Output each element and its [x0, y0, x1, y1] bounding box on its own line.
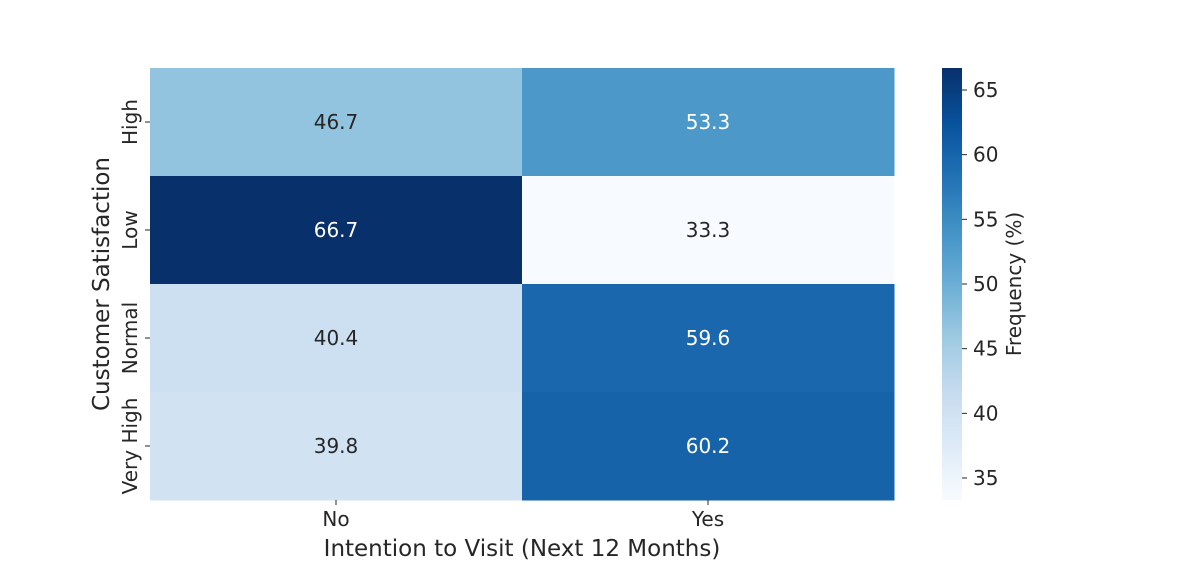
heatmap-cell-low-yes	[522, 176, 895, 285]
cell-value-label: 59.6	[686, 326, 731, 350]
cell-value-label: 40.4	[314, 326, 359, 350]
cell-value-label: 33.3	[686, 218, 731, 242]
colorbar-tick-label: 55	[973, 207, 998, 231]
cell-value-label: 46.7	[314, 110, 359, 134]
heatmap-cell-normal-yes	[522, 284, 895, 393]
cell-value-label: 66.7	[314, 218, 359, 242]
x-axis-ticks: No Yes	[322, 500, 724, 531]
heatmap-cell-very-high-no	[150, 392, 523, 501]
colorbar-label: Frequency (%)	[1002, 212, 1026, 356]
y-axis-ticks: High Low Normal Very High	[118, 99, 150, 494]
x-tick-label: Yes	[691, 507, 724, 531]
y-tick-label: Low	[118, 210, 142, 249]
y-tick-label: High	[118, 99, 142, 145]
colorbar-tick-label: 40	[973, 401, 998, 425]
colorbar-ticks: 35 40 45 50 55 60 65	[962, 78, 998, 490]
cell-value-label: 60.2	[686, 434, 731, 458]
colorbar-tick-label: 35	[973, 466, 998, 490]
heatmap-cell-very-high-yes	[522, 392, 895, 501]
heatmap-cell-high-yes	[522, 68, 895, 177]
colorbar: 35 40 45 50 55 60 65 Frequency (%)	[942, 68, 1026, 500]
cell-value-label: 53.3	[686, 110, 731, 134]
x-tick-label: No	[322, 507, 349, 531]
colorbar-tick-label: 65	[973, 78, 998, 102]
x-axis-label: Intention to Visit (Next 12 Months)	[324, 536, 721, 562]
heatmap-cell-high-no	[150, 68, 523, 177]
colorbar-tick-label: 50	[973, 272, 998, 296]
y-axis-label: Customer Satisfaction	[89, 157, 115, 411]
cell-value-label: 39.8	[314, 434, 359, 458]
y-tick-label: Normal	[118, 302, 142, 374]
colorbar-gradient	[942, 68, 962, 500]
heatmap-cells: 46.7 53.3 66.7 33.3 40.4 59.6 39.8 60.2	[150, 68, 895, 501]
heatmap-cell-low-no	[150, 176, 523, 285]
heatmap-cell-normal-no	[150, 284, 523, 393]
colorbar-tick-label: 60	[973, 143, 998, 167]
y-tick-label: Very High	[118, 398, 142, 495]
colorbar-tick-label: 45	[973, 337, 998, 361]
